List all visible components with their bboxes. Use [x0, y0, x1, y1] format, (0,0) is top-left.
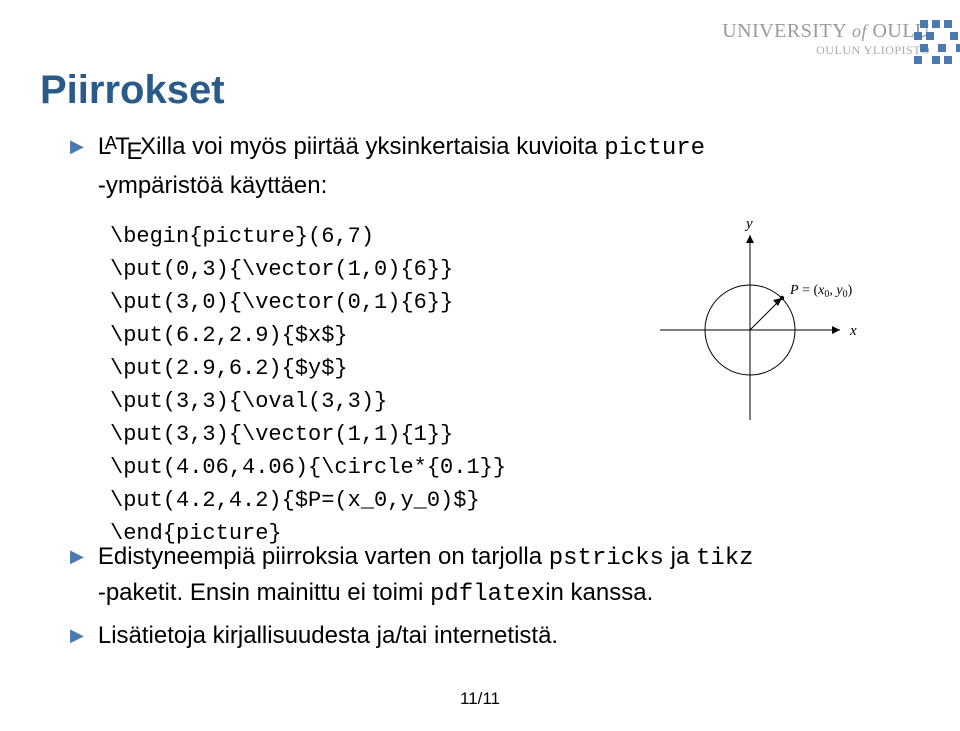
page-number: 11/11 [0, 689, 960, 709]
university-header: UNIVERSITY of OULU OULUN YLIOPISTO [722, 20, 930, 58]
university-sub: OULUN YLIOPISTO [722, 43, 930, 58]
y-axis-label: y [744, 216, 753, 232]
latex-logo: LATEX [98, 133, 156, 160]
tt-picture: picture [604, 135, 705, 162]
header-of: of [852, 21, 867, 41]
bullet-marker-icon: ▶ [70, 625, 84, 646]
tt-pstricks: pstricks [549, 545, 664, 572]
x-axis-label: x [849, 323, 857, 339]
header-pre: UNIVERSITY [722, 20, 846, 42]
code-line: \put(4.06,4.06){\circle*{0.1}} [110, 451, 920, 484]
university-logo-icon [910, 15, 960, 75]
bullet-item-2: ▶ Edistyneempiä piirroksia varten on tar… [70, 540, 920, 611]
footer-bullets: ▶ Edistyneempiä piirroksia varten on tar… [70, 540, 920, 661]
tt-pdflatex: pdflatex [430, 581, 545, 608]
bullet-item-3: ▶ Lisätietoja kirjallisuudesta ja/tai in… [70, 619, 920, 653]
picture-figure: x y P = (x0, y0) [655, 200, 885, 430]
tt-tikz: tikz [696, 545, 754, 572]
bullet-text-1: LATEXilla voi myös piirtää yksinkertaisi… [98, 130, 705, 202]
code-line: \put(4.2,4.2){$P=(x_0,y_0)$} [110, 484, 920, 517]
bullet-marker-icon: ▶ [70, 546, 84, 567]
bullet-item-1: ▶ LATEXilla voi myös piirtää yksinkertai… [70, 130, 920, 202]
bullet-marker-icon: ▶ [70, 136, 84, 157]
point-p-label: P = (x0, y0) [789, 283, 853, 300]
university-name: UNIVERSITY of OULU [722, 20, 930, 43]
bullet-text-3: Lisätietoja kirjallisuudesta ja/tai inte… [98, 619, 558, 653]
bullet-text-2: Edistyneempiä piirroksia varten on tarjo… [98, 540, 754, 611]
slide-title: Piirrokset [40, 68, 225, 113]
